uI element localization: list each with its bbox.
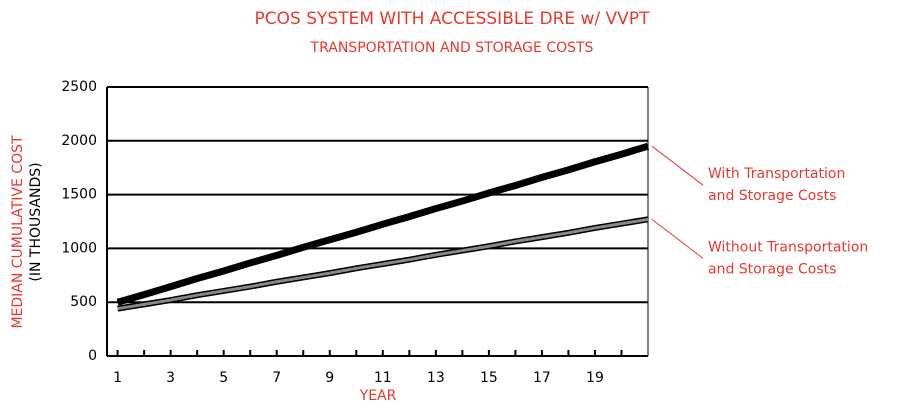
x-tick-label: 19 [586,370,604,386]
chart-subtitle: TRANSPORTATION AND STORAGE COSTS [310,40,594,56]
x-tick-label: 11 [374,370,392,386]
y-axis-label: (IN THOUSANDS) [28,162,44,281]
annotation: and Storage Costs [708,188,836,204]
x-tick-label: 9 [325,370,334,386]
y-tick-label: 2500 [61,79,97,95]
y-tick-label: 1500 [61,187,97,203]
x-tick-label: 15 [480,370,498,386]
annotation-connector [651,145,704,186]
x-axis-label: YEAR [359,388,397,404]
y-tick-label: 500 [70,294,97,310]
x-tick-label: 7 [272,370,281,386]
series-line [117,217,649,311]
annotation: and Storage Costs [708,261,836,277]
annotation: Without Transportation [708,239,868,255]
chart-title: PCOS SYSTEM WITH ACCESSIBLE DRE w/ VVPT [255,9,651,29]
x-tick-label: 3 [166,370,175,386]
annotation-connector [651,218,704,259]
annotation: With Transportation [708,166,845,182]
y-tick-label: 1000 [61,240,97,256]
y-axis-label: MEDIAN CUMULATIVE COST [10,135,26,329]
x-tick-label: 1 [113,370,122,386]
y-tick-label: 2000 [61,133,97,149]
x-tick-label: 13 [427,370,445,386]
y-tick-label: 0 [88,348,97,364]
series-line [116,142,650,306]
x-tick-label: 17 [533,370,551,386]
x-tick-label: 5 [219,370,228,386]
